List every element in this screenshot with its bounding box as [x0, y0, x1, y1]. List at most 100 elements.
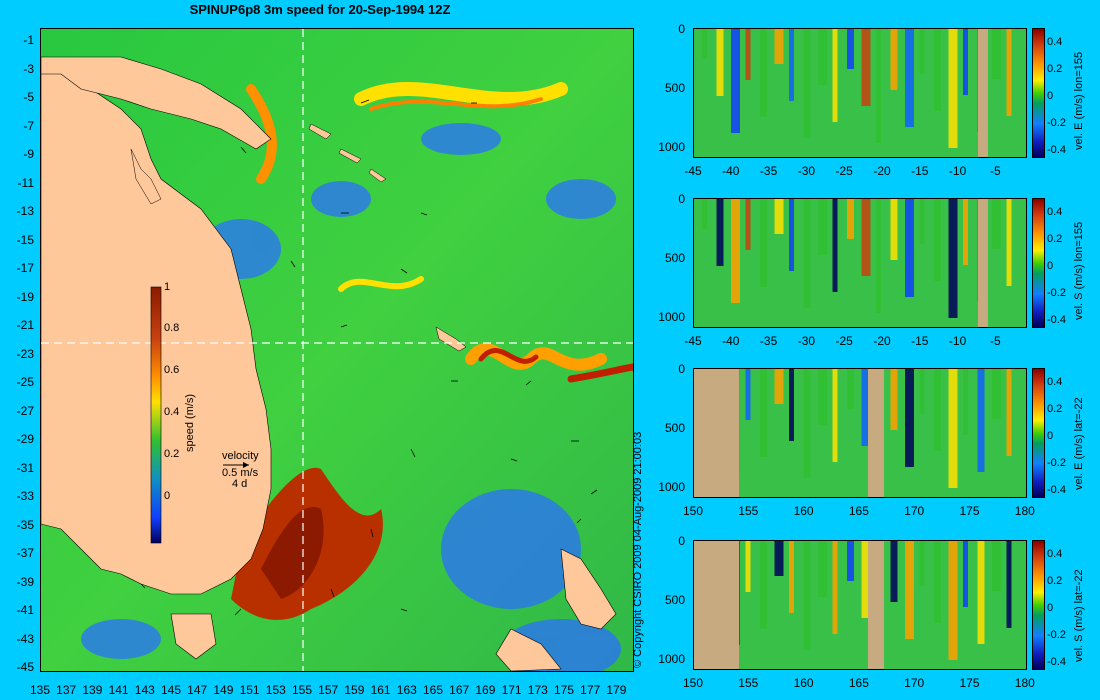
section-x-tick: 155 — [738, 676, 759, 690]
longitude-tick: 179 — [606, 683, 627, 697]
section-colorbar-tick: 0 — [1047, 430, 1054, 442]
velocity-key-speed: 0.5 m/s — [222, 467, 259, 479]
new-guinea-land — [41, 56, 272, 150]
latitude-tick: -41 — [16, 603, 34, 617]
section-colorbar-tick: -0.4 — [1047, 656, 1066, 668]
section-x-tick: 170 — [904, 504, 925, 518]
longitude-tick: 139 — [82, 683, 103, 697]
section-colorbar-tick: -0.2 — [1047, 457, 1066, 469]
section-x-tick: -10 — [948, 164, 967, 178]
section-colorbar-tick: 0.2 — [1047, 403, 1063, 415]
longitude-tick: 161 — [370, 683, 391, 697]
section-colorbar-tick: 0.2 — [1047, 575, 1063, 587]
section-colorbar-tick: 0.4 — [1047, 376, 1063, 388]
speed-colorbar — [150, 286, 162, 544]
latitude-tick: -39 — [16, 574, 34, 589]
section-x-tick: -10 — [948, 334, 967, 348]
latitude-tick: -9 — [23, 147, 34, 161]
longitude-tick: 137 — [56, 683, 77, 697]
section-label: vel. E (m/s) lat=-22 — [1073, 397, 1085, 490]
tasmania-land — [170, 613, 217, 660]
latitude-tick: -1 — [23, 33, 34, 47]
section-x-tick: 165 — [848, 676, 869, 690]
latitude-tick: -29 — [16, 432, 34, 446]
section-colorbar-tick: -0.2 — [1047, 629, 1066, 641]
section-colorbar — [1032, 198, 1045, 328]
longitude-tick: 165 — [422, 683, 444, 697]
cbar-tick: 0.4 — [164, 406, 180, 418]
section-graphic — [694, 199, 1026, 327]
longitude-tick: 143 — [134, 683, 155, 697]
latitude-tick: -13 — [16, 204, 34, 218]
speed-map — [40, 28, 634, 672]
section-label: vel. E (m/s) lon=155 — [1073, 51, 1085, 150]
longitude-tick: 169 — [475, 683, 496, 697]
latitude-tick: -15 — [16, 232, 34, 247]
section-colorbar-tick: 0 — [1047, 260, 1054, 272]
cbar-tick: 0.2 — [164, 448, 180, 460]
latitude-tick: -23 — [16, 346, 34, 361]
section-x-tick: -5 — [990, 334, 1001, 348]
section-colorbar-tick: 0 — [1047, 90, 1054, 102]
section-colorbar-tick: -0.4 — [1047, 314, 1066, 326]
section-x-tick: 180 — [1014, 676, 1035, 690]
section-x-tick: -45 — [684, 164, 702, 178]
velocity-key-title: velocity — [222, 450, 259, 462]
section-colorbar-tick: 0.4 — [1047, 36, 1063, 48]
depth-tick: 500 — [664, 421, 685, 435]
longitude-tick: 135 — [29, 683, 51, 697]
latitude-tick: -7 — [23, 118, 34, 133]
colorbar-label: speed (m/s) — [184, 393, 196, 452]
latitude-tick: -25 — [16, 375, 34, 389]
section-x-tick: 150 — [682, 504, 704, 518]
latitude-tick: -19 — [16, 289, 34, 304]
section-colorbar-tick: -0.4 — [1047, 144, 1066, 156]
section-plot — [693, 198, 1027, 328]
section-colorbar-tick: 0.2 — [1047, 233, 1063, 245]
longitude-tick: 175 — [553, 683, 575, 697]
depth-tick: 0 — [678, 534, 685, 548]
latitude-tick: -45 — [16, 660, 34, 674]
longitude-tick: 159 — [344, 683, 365, 697]
velocity-key-period: 4 d — [232, 478, 248, 490]
depth-tick: 500 — [664, 593, 685, 607]
section-x-tick: 160 — [793, 676, 814, 690]
section-x-tick: -15 — [911, 334, 929, 348]
depth-tick: 500 — [664, 251, 685, 265]
section-colorbar-tick: 0.4 — [1047, 548, 1063, 560]
longitude-tick: 177 — [580, 683, 601, 697]
latitude-tick: -21 — [16, 318, 34, 332]
depth-tick: 0 — [678, 192, 685, 206]
section-x-tick: -5 — [990, 164, 1001, 178]
section-x-tick: -40 — [722, 334, 740, 348]
section-x-tick: 160 — [793, 504, 814, 518]
section-colorbar-tick: 0 — [1047, 602, 1054, 614]
section-x-tick: -30 — [797, 164, 816, 178]
section-plot — [693, 28, 1027, 158]
section-colorbar-tick: -0.4 — [1047, 484, 1066, 496]
cbar-tick: 1 — [164, 281, 171, 293]
longitude-tick: 153 — [265, 683, 286, 697]
longitude-tick: 157 — [318, 683, 339, 697]
section-colorbar — [1032, 28, 1045, 158]
latitude-tick: -27 — [16, 403, 34, 418]
longitude-tick: 149 — [213, 683, 234, 697]
section-x-tick: -25 — [835, 164, 853, 178]
depth-tick: 1000 — [658, 140, 685, 154]
section-x-tick: -35 — [759, 334, 778, 348]
section-colorbar-tick: 0.2 — [1047, 63, 1063, 75]
speed-map-graphic — [41, 29, 633, 671]
section-x-tick: -20 — [873, 164, 891, 178]
longitude-tick: 147 — [187, 683, 208, 697]
latitude-tick: -35 — [16, 517, 34, 532]
copyright-text: © Copyright CSIRO 2009 04-Aug-2009 21:00… — [632, 431, 644, 668]
section-x-tick: -25 — [835, 334, 853, 348]
cbar-tick: 0.6 — [164, 364, 180, 376]
section-colorbar-tick: -0.2 — [1047, 287, 1066, 299]
section-plot — [693, 540, 1027, 670]
cbar-tick: 0 — [164, 490, 171, 502]
longitude-tick: 155 — [291, 683, 313, 697]
section-label: vel. S (m/s) lat=-22 — [1073, 569, 1085, 662]
section-x-tick: 175 — [959, 676, 980, 690]
depth-tick: 1000 — [658, 480, 685, 494]
